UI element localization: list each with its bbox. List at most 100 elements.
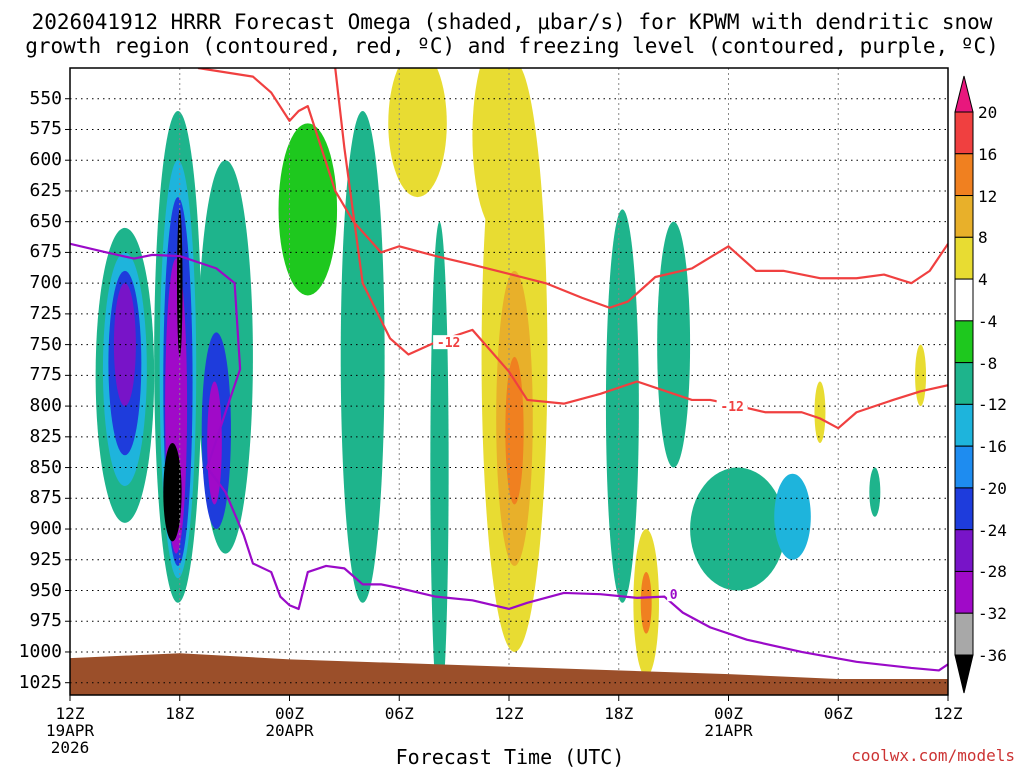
colorbar-segment-10 [954,529,974,572]
colorbar-segment-5 [954,320,974,364]
contour-label-1: -12 [720,400,743,415]
y-tick-label: 625 [29,179,62,201]
colorbar-segment-1 [954,153,974,197]
contour-label-bg-2 [667,587,681,602]
colorbar-label: -32 [978,604,1007,624]
colorbar-top-arrow [954,75,974,113]
colorbar-bottom-arrow [954,654,974,694]
omega-region-24 [657,221,691,468]
y-tick-label: 825 [29,425,62,447]
x-tick-time: 12Z [933,704,963,723]
x-tick-label: 00Z 20APR [255,705,325,756]
x-tick-year [694,739,764,756]
x-tick-date [584,722,654,739]
colorbar-label: -4 [978,311,998,331]
x-tick-year [255,739,325,756]
omega-region-23 [640,572,652,634]
y-tick-label: 925 [29,548,62,570]
y-tick-label: 1025 [18,671,62,693]
colorbar-segment-4 [954,278,974,322]
omega-region-13 [278,123,338,296]
plot-area: -12 -12 0 [70,68,948,695]
y-tick-label: 600 [29,149,62,171]
y-tick-label: 550 [29,87,62,109]
x-tick-time: 00Z [275,704,304,723]
y-tick-label: 650 [29,210,62,232]
x-tick-date: 20APR [265,721,314,740]
omega-region-20 [472,68,528,234]
colorbar-segment-12 [954,612,974,656]
y-tick-label: 700 [29,272,62,294]
colorbar-label: -20 [978,478,1007,498]
colorbar-label: -24 [978,520,1007,540]
colorbar-segment-11 [954,570,974,614]
y-tick-label: 750 [29,333,62,355]
contour-line-0 [197,68,948,309]
x-axis-title: Forecast Time (UTC) [395,745,625,768]
contour-label-bg-0 [433,335,465,350]
x-tick-date [474,722,544,739]
colorbar-segment-6 [954,362,974,405]
omega-region-3 [113,283,136,407]
colorbar-label: 12 [978,186,998,206]
y-tick-label: 875 [29,487,62,509]
colorbar-segment-8 [954,445,974,489]
colorbar-label: 16 [978,144,998,164]
x-tick-year [145,739,215,756]
contour-label-bg-1 [716,399,748,414]
colorbar-label: -12 [978,395,1007,415]
y-tick-label: 800 [29,395,62,417]
omega-region-8 [163,442,182,542]
y-tick-label: 850 [29,456,62,478]
colorbar-segment-0 [954,111,974,155]
colorbar-label: -8 [978,353,998,373]
chart-title-line-2: growth region (contoured, red, ºC) and f… [25,34,999,58]
colorbar-label: -36 [978,646,1007,665]
omega-region-27 [869,467,881,517]
omega-region-26 [774,473,811,560]
x-tick-label: 12Z [474,705,544,756]
x-tick-time: 00Z [714,704,743,723]
contour-line-2 [70,242,948,672]
omega-region-19 [388,68,447,198]
omega-region-14 [340,111,385,603]
colorbar-label: 4 [978,270,988,290]
x-tick-time: 18Z [604,704,634,723]
y-tick-label: 575 [29,118,62,140]
colorbar-segment-2 [954,195,974,238]
x-tick-date [913,722,983,739]
y-tick-label: 950 [29,579,62,601]
colorbar-segment-9 [954,487,974,531]
colorbar-label: -16 [978,437,1007,457]
y-tick-label: 725 [29,302,62,324]
x-tick-date [145,722,215,739]
site-credit: coolwx.com/models [851,746,1015,765]
y-tick-label: 675 [29,241,62,263]
y-tick-label: 775 [29,364,62,386]
x-tick-label: 12Z 19APR 2026 [35,705,105,756]
x-tick-date [803,722,873,739]
omega-region-25 [690,467,786,591]
x-tick-year: 2026 [50,738,90,757]
x-tick-label: 12Z [913,705,983,756]
colorbar-label: 20 [978,103,998,122]
x-tick-label: 06Z [803,705,873,756]
x-tick-label: 06Z [364,705,434,756]
contour-line-1 [334,68,948,430]
colorbar-label: -28 [978,562,1007,582]
y-tick-label: 900 [29,518,62,540]
x-tick-time: 06Z [384,704,414,723]
x-tick-label: 00Z 21APR [694,705,764,756]
colorbar-segment-7 [954,403,974,447]
x-tick-label: 18Z [145,705,215,756]
x-tick-time: 12Z [494,704,524,723]
chart-title-line-1: 2026041912 HRRR Forecast Omega (shaded, … [31,10,993,34]
x-tick-label: 18Z [584,705,654,756]
x-tick-time: 18Z [165,704,195,723]
x-tick-time: 06Z [823,704,853,723]
colorbar-label: 8 [978,228,988,248]
omega-region-18 [505,356,524,505]
colorbar-segment-3 [954,236,974,280]
terrain-fill [70,653,948,695]
